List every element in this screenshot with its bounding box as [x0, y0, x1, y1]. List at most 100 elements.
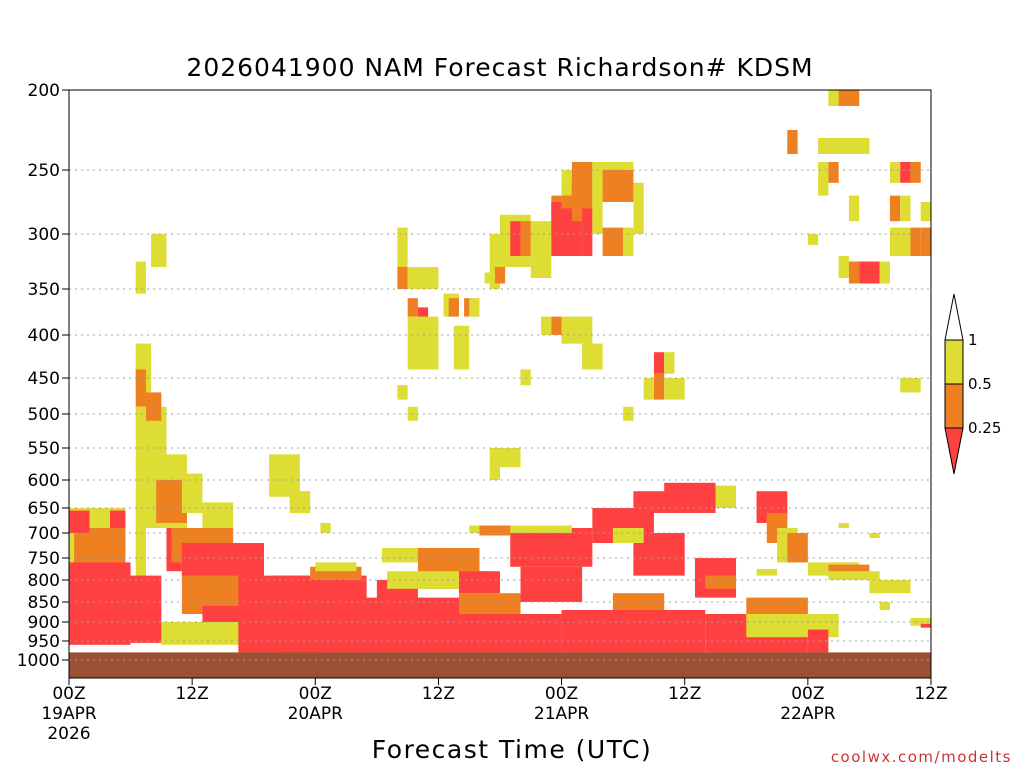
legend: 1 0.5 0.25: [944, 293, 1001, 475]
ri-cell-orange: [612, 593, 665, 614]
legend-label-0: 1: [968, 331, 978, 349]
ri-cell-yellow: [889, 227, 911, 256]
y-tick-label-900: 900: [28, 613, 60, 633]
ri-cell-orange: [910, 162, 921, 183]
ri-cell-orange: [135, 369, 146, 407]
ri-cell-orange: [479, 525, 511, 536]
y-tick-label-500: 500: [28, 405, 60, 425]
ri-cell-red: [807, 629, 829, 653]
ri-cell-orange: [602, 227, 624, 256]
ri-cell-yellow: [715, 485, 737, 508]
ri-cell-orange: [407, 298, 418, 317]
ground-fill: [69, 652, 931, 678]
ri-cell-yellow: [269, 454, 300, 497]
y-tick-label-550: 550: [28, 439, 60, 459]
ri-cell-yellow: [633, 182, 644, 234]
credit-text: coolwx.com/modelts: [831, 748, 1012, 766]
x-tick-label-36: 12Z: [422, 684, 455, 704]
ri-cell-orange: [397, 267, 408, 289]
ri-cell-yellow: [161, 622, 244, 645]
plot-frame: [68, 89, 932, 679]
y-tick-label-450: 450: [28, 369, 60, 389]
x-tick-date-24: 20APR: [288, 704, 344, 724]
y-tick-label-850: 850: [28, 593, 60, 613]
ri-cell-red: [510, 221, 521, 256]
ri-cell-yellow: [889, 162, 901, 183]
ri-cell-yellow: [664, 378, 685, 400]
ri-cell-yellow: [489, 448, 521, 468]
y-tick-label-600: 600: [28, 471, 60, 491]
y-tick-label-800: 800: [28, 571, 60, 591]
ri-cell-yellow: [582, 343, 603, 370]
ri-cell-yellow: [920, 202, 931, 222]
ri-cell-yellow: [756, 569, 778, 576]
x-tick-date-48: 21APR: [534, 704, 590, 724]
ri-cell-orange: [787, 130, 798, 154]
ri-cell-yellow: [397, 385, 408, 400]
ri-cell-orange: [571, 162, 593, 222]
ri-cell-yellow: [900, 378, 921, 393]
ri-cell-yellow: [838, 523, 849, 528]
ri-cell-yellow: [807, 234, 819, 245]
ri-cell-red: [274, 575, 367, 653]
ri-cell-yellow: [900, 195, 911, 222]
x-tick-year-0: 2026: [47, 724, 90, 744]
ri-cell-red: [653, 352, 665, 374]
y-axis: 200 250 300 350 400 450 500 550 600 650 700 7508008…: [17, 81, 69, 671]
ri-cell-red: [125, 575, 162, 643]
ri-cell-yellow: [469, 298, 480, 317]
y-tick-label-1000: 1000: [17, 651, 60, 671]
y-tick-label-300: 300: [28, 225, 60, 245]
ri-cell-yellow: [643, 378, 654, 400]
ri-cell-yellow: [520, 369, 531, 386]
ri-cell-orange: [602, 170, 634, 202]
ri-cell-yellow: [489, 467, 500, 480]
ri-cell-yellow: [838, 256, 849, 278]
legend-label-2: 0.25: [968, 419, 1001, 437]
ri-cell-red: [920, 623, 931, 628]
ri-cell-red: [561, 610, 706, 653]
ri-cell-orange: [787, 533, 808, 563]
ri-cell-red: [458, 571, 500, 594]
ri-cell-yellow: [592, 162, 603, 234]
ri-cell-yellow: [489, 234, 500, 289]
ri-cell-red: [520, 566, 583, 602]
ri-cell-yellow: [848, 195, 860, 222]
ri-cell-yellow: [879, 261, 890, 284]
x-tick-date-0: 19APR: [41, 704, 97, 724]
ri-cell-yellow: [869, 533, 880, 538]
y-tick-label-700: 700: [28, 524, 60, 544]
ri-cell-yellow: [818, 138, 870, 154]
legend-bin-orange: [944, 383, 964, 429]
ri-cell-yellow: [202, 502, 234, 528]
ri-cell-orange: [458, 593, 521, 614]
x-tick-label-12: 12Z: [176, 684, 209, 704]
legend-bin-high: [944, 293, 964, 341]
ri-cell-red: [479, 614, 562, 653]
ri-cell-orange: [520, 221, 531, 256]
ri-cell-orange: [746, 597, 808, 614]
ri-cell-yellow: [289, 491, 311, 513]
ri-cell-red: [859, 261, 880, 284]
y-tick-label-350: 350: [28, 280, 60, 300]
y-tick-label-950: 950: [28, 632, 60, 652]
ri-cell-orange: [551, 316, 562, 335]
ri-cell-yellow: [530, 221, 552, 278]
legend-bin-low: [944, 427, 964, 475]
ri-cell-orange: [848, 261, 860, 284]
ri-cell-red: [69, 562, 131, 645]
ri-cell-yellow: [315, 562, 357, 572]
ri-cell-yellow: [484, 272, 495, 284]
x-tick-label-72: 00Z: [791, 684, 824, 704]
ri-cell-red: [69, 510, 90, 533]
ri-cell-red: [110, 510, 126, 528]
ri-cell-yellow: [530, 525, 572, 533]
y-tick-label-200: 200: [28, 81, 60, 101]
ri-cell-red: [181, 543, 264, 580]
ri-cell-orange: [494, 267, 506, 284]
y-tick-label-400: 400: [28, 326, 60, 346]
ri-cell-yellow: [541, 316, 552, 335]
ri-cell-red: [664, 482, 716, 513]
